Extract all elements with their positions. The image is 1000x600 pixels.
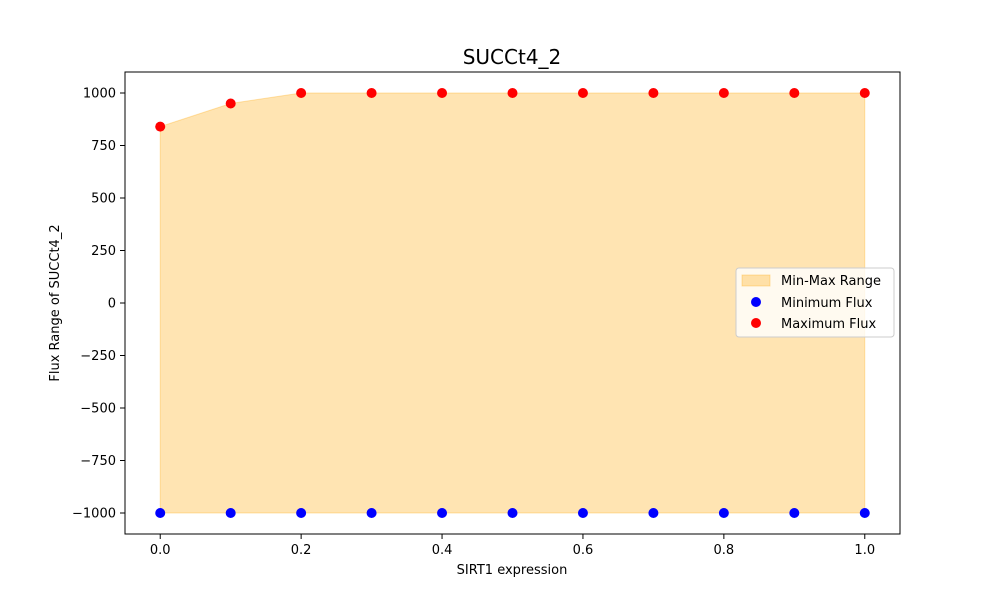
x-tick-label-1: 0.2 xyxy=(291,543,312,558)
points-layer xyxy=(155,88,870,518)
legend-label-range: Min-Max Range xyxy=(781,274,881,289)
x-axis-label: SIRT1 expression xyxy=(457,563,568,578)
max-flux-point-0 xyxy=(155,121,166,132)
legend-label-max: Maximum Flux xyxy=(781,317,877,332)
chart-title: SUCCt4_2 xyxy=(463,45,562,69)
y-tick-label-0: 1000 xyxy=(83,87,116,102)
max-flux-point-4 xyxy=(437,88,448,98)
min-flux-point-5 xyxy=(507,508,518,518)
y-tick-label-1: 750 xyxy=(91,139,116,154)
min-flux-point-0 xyxy=(155,508,166,518)
min-flux-point-10 xyxy=(859,508,870,518)
y-tick-label-4: 0 xyxy=(108,297,116,312)
x-axis: 0.0 0.2 0.4 0.6 0.8 1.0 xyxy=(150,534,875,558)
x-tick-label-0: 0.0 xyxy=(150,543,171,558)
max-flux-point-6 xyxy=(577,88,588,98)
y-tick-label-6: −500 xyxy=(80,402,116,417)
y-tick-label-2: 500 xyxy=(91,192,116,207)
y-tick-label-7: −750 xyxy=(80,454,116,469)
x-tick-label-3: 0.6 xyxy=(573,543,594,558)
min-flux-point-6 xyxy=(577,508,588,518)
max-flux-point-7 xyxy=(648,88,659,98)
legend: Min-Max Range Minimum Flux Maximum Flux xyxy=(735,267,895,338)
min-flux-point-3 xyxy=(366,508,377,518)
max-flux-point-1 xyxy=(225,98,236,109)
x-tick-label-5: 1.0 xyxy=(854,543,875,558)
min-flux-point-1 xyxy=(225,508,236,518)
legend-label-min: Minimum Flux xyxy=(781,296,873,311)
max-flux-point-9 xyxy=(789,88,800,98)
y-tick-label-8: −1000 xyxy=(72,507,116,522)
x-tick-label-2: 0.4 xyxy=(432,543,453,558)
y-tick-label-5: −250 xyxy=(80,349,116,364)
min-flux-point-7 xyxy=(648,508,659,518)
y-axis: 1000 750 500 250 0 −250 −500 −750 −1000 xyxy=(72,87,125,522)
max-flux-point-2 xyxy=(296,88,307,98)
min-flux-point-4 xyxy=(437,508,448,518)
max-flux-point-5 xyxy=(507,88,518,98)
min-flux-point-2 xyxy=(296,508,307,518)
max-flux-point-3 xyxy=(366,88,377,98)
max-flux-point-10 xyxy=(859,88,870,98)
legend-swatch-range xyxy=(741,274,771,287)
y-axis-label: Flux Range of SUCCt4_2 xyxy=(48,224,63,381)
y-tick-label-3: 250 xyxy=(91,244,116,259)
min-flux-point-9 xyxy=(789,508,800,518)
x-tick-label-4: 0.8 xyxy=(714,543,735,558)
legend-marker-min xyxy=(751,297,761,307)
min-flux-point-8 xyxy=(718,508,729,518)
legend-marker-max xyxy=(751,318,761,328)
legend-box xyxy=(735,267,895,338)
max-flux-point-8 xyxy=(718,88,729,98)
